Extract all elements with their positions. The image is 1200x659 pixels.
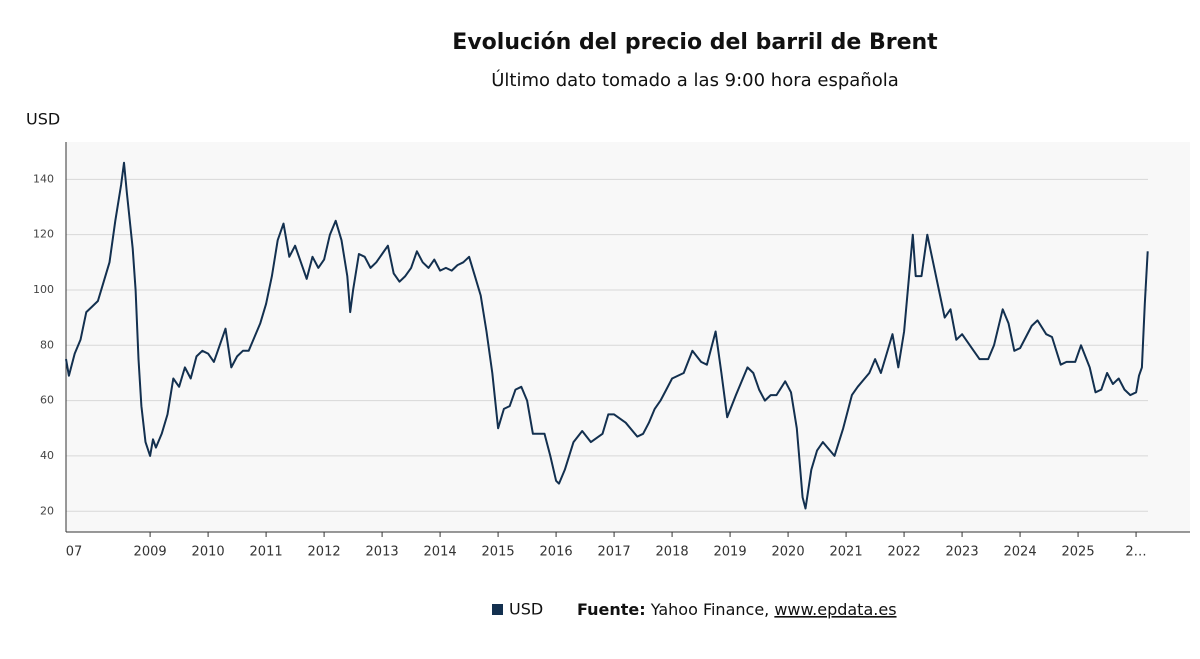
chart-title: Evolución del precio del barril de Brent [452,30,938,55]
y-tick-label: 60 [40,394,54,407]
y-tick-label: 100 [33,283,54,296]
x-tick-label: 2020 [772,545,805,560]
x-tick-label: 2022 [888,545,921,560]
x-tick-label: 2012 [308,545,341,560]
plot-area [66,142,1190,532]
x-tick-label: 2014 [424,545,457,560]
x-tick-label: 2025 [1062,545,1095,560]
x-tick-label: 2013 [366,545,399,560]
legend-label: USD [509,600,543,619]
x-tick-label: 2015 [482,545,515,560]
y-tick-label: 140 [33,172,54,185]
x-tick-label: 2021 [830,545,863,560]
source-text: Yahoo Finance, [650,600,769,619]
x-tick-label: 2018 [656,545,689,560]
y-axis-label: USD [26,110,60,129]
source-label: Fuente: [577,600,646,619]
x-tick-label: 2016 [540,545,573,560]
y-tick-label: 40 [40,449,54,462]
x-tick-label: 2009 [134,545,167,560]
x-tick-label: 2017 [598,545,631,560]
x-tick-label: 2011 [250,545,283,560]
y-tick-label: 80 [40,338,54,351]
x-tick-label: 2023 [946,545,979,560]
y-tick-label: 120 [33,228,54,241]
x-tick-label: 07 [66,545,83,560]
source: Fuente: Yahoo Finance, www.epdata.es [577,600,897,619]
x-tick-label: 2019 [714,545,747,560]
x-tick-label: 2… [1125,545,1146,560]
legend-swatch [492,604,503,615]
line-series [65,161,1149,510]
x-tick-label: 2024 [1004,545,1037,560]
source-link[interactable]: www.epdata.es [774,600,896,619]
chart-subtitle: Último dato tomado a las 9:00 hora españ… [491,69,899,91]
y-tick-label: 20 [40,504,54,517]
x-tick-label: 2010 [192,545,225,560]
